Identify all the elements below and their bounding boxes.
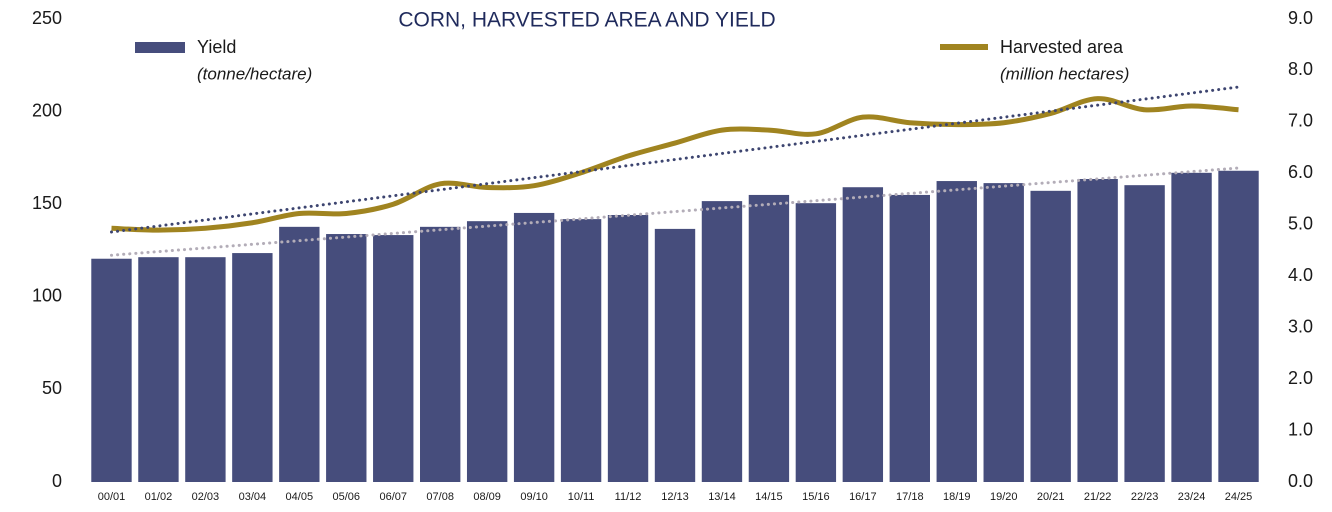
x-tick-label: 03/04 xyxy=(239,491,267,503)
bar xyxy=(842,187,884,482)
y2-tick-label: 4.0 xyxy=(1288,265,1313,285)
x-tick-label: 06/07 xyxy=(379,491,407,503)
x-tick-label: 00/01 xyxy=(98,491,126,503)
y-tick-label: 250 xyxy=(32,8,62,28)
y2-tick-label: 0.0 xyxy=(1288,471,1313,491)
bar xyxy=(1124,185,1165,482)
x-tick-label: 17/18 xyxy=(896,491,924,503)
y2-tick-label: 7.0 xyxy=(1288,111,1313,131)
bar xyxy=(91,258,132,482)
y-tick-label: 100 xyxy=(32,286,62,306)
x-tick-label: 13/14 xyxy=(708,491,736,503)
legend-unit: (tonne/hectare) xyxy=(197,64,312,83)
bar xyxy=(279,226,320,482)
y2-tick-label: 6.0 xyxy=(1288,162,1313,182)
bar xyxy=(420,226,461,482)
trendline xyxy=(109,85,1241,234)
bar xyxy=(185,257,226,482)
bar xyxy=(513,212,555,482)
bar xyxy=(232,253,273,482)
bar xyxy=(466,221,508,482)
x-tick-label: 04/05 xyxy=(286,491,314,503)
trendline xyxy=(109,166,1241,257)
x-tick-label: 02/03 xyxy=(192,491,220,503)
y2-tick-label: 8.0 xyxy=(1288,59,1313,79)
x-tick-label: 08/09 xyxy=(473,491,501,503)
y-tick-label: 200 xyxy=(32,100,62,120)
x-tick-label: 10/11 xyxy=(568,491,595,503)
y-tick-label: 0 xyxy=(52,471,62,491)
x-tick-label: 16/17 xyxy=(849,491,877,503)
bar xyxy=(936,181,977,483)
x-tick-label: 11/12 xyxy=(615,491,642,503)
bar xyxy=(326,234,367,482)
legend-swatch xyxy=(135,42,185,53)
x-tick-label: 18/19 xyxy=(943,491,971,503)
bar xyxy=(654,228,696,482)
line xyxy=(111,96,1239,233)
bar xyxy=(1077,178,1118,482)
bar xyxy=(373,235,414,482)
bar xyxy=(983,183,1024,482)
y2-tick-label: 2.0 xyxy=(1288,368,1313,388)
x-tick-label: 19/20 xyxy=(990,491,1018,503)
x-tick-label: 21/22 xyxy=(1084,491,1112,503)
y2-tick-label: 3.0 xyxy=(1288,316,1313,336)
bar xyxy=(889,194,930,482)
x-tick-label: 07/08 xyxy=(426,491,454,503)
x-tick-label: 15/16 xyxy=(802,491,830,503)
bar xyxy=(748,194,790,482)
legend-label: Yield xyxy=(197,37,236,57)
bar xyxy=(795,203,837,482)
chart-title: CORN, HARVESTED AREA AND YIELD xyxy=(398,9,775,32)
y-tick-label: 150 xyxy=(32,193,62,213)
bar xyxy=(607,215,649,482)
y2-tick-label: 9.0 xyxy=(1288,8,1313,28)
bar xyxy=(560,219,602,482)
legend-unit: (million hectares) xyxy=(1000,64,1129,83)
y2-tick-label: 5.0 xyxy=(1288,214,1313,234)
bar xyxy=(701,201,743,482)
x-tick-label: 14/15 xyxy=(755,491,783,503)
x-tick-label: 01/02 xyxy=(145,491,173,503)
bar xyxy=(1171,172,1212,482)
x-tick-label: 05/06 xyxy=(333,491,361,503)
x-tick-label: 12/13 xyxy=(661,491,689,503)
x-tick-label: 20/21 xyxy=(1037,491,1065,503)
y2-tick-label: 1.0 xyxy=(1288,419,1313,439)
legend-label: Harvested area xyxy=(1000,37,1124,57)
x-tick-label: 23/24 xyxy=(1178,491,1206,503)
x-tick-label: 09/10 xyxy=(520,491,548,503)
y-tick-label: 50 xyxy=(42,378,62,398)
x-tick-label: 22/23 xyxy=(1131,491,1159,503)
x-tick-label: 24/25 xyxy=(1225,491,1253,503)
bar xyxy=(1030,190,1071,482)
bar xyxy=(1218,170,1259,482)
bar xyxy=(138,257,179,482)
